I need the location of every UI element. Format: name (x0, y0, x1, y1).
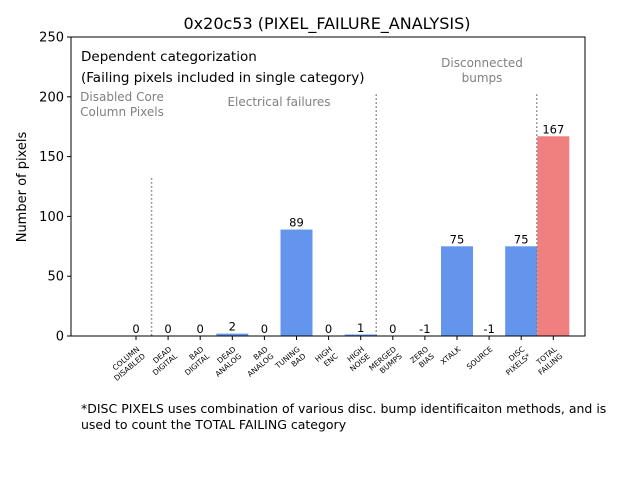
value-label: 0 (261, 322, 268, 336)
bar-high-noise (344, 334, 377, 336)
y-tick-label: 250 (39, 31, 64, 46)
y-tick-label: 150 (39, 150, 64, 165)
value-label: 89 (289, 216, 304, 230)
x-tick-label: BADDIGITAL (177, 344, 212, 377)
y-axis-ticks: 0 50 100 150 200 250 (39, 31, 71, 345)
x-tick-label: TUNINGBAD (273, 345, 308, 378)
x-tick-label-line: XTALK (439, 344, 463, 367)
chart-title: 0x20c53 (PIXEL_FAILURE_ANALYSIS) (184, 14, 471, 34)
annotation-line-2: (Failing pixels included in single categ… (81, 70, 365, 86)
group-label-line: Disconnected (441, 56, 523, 70)
x-tick-label: HIGHNOISE (342, 344, 372, 373)
y-tick-label: 0 (56, 330, 64, 345)
footnote: *DISC PIXELS uses combination of various… (81, 401, 607, 432)
x-axis-ticks: COLUMNDISABLED DEADDIGITAL BADDIGITAL DEADA… (106, 336, 565, 383)
x-tick-label: MERGEDBUMPS (367, 344, 404, 379)
value-label: 0 (197, 322, 204, 336)
x-tick-label: DISCPIXELS* (498, 344, 532, 377)
bar-dead-analog (216, 333, 249, 336)
x-tick-label-line: SOURCE (465, 344, 495, 371)
plot-frame (70, 36, 586, 337)
value-label: 0 (325, 322, 332, 336)
separators-group (150, 94, 538, 336)
value-label: 75 (450, 232, 465, 246)
group-label: Disconnected bumps (441, 56, 523, 85)
group-labels: Disabled Core Column Pixels Electrical fai… (80, 56, 523, 119)
bar-disc-pixels (505, 246, 538, 336)
group-label: Electrical failures (227, 95, 330, 109)
bar-tuning-bad (280, 229, 313, 336)
value-label: 1 (357, 321, 364, 335)
value-label: 0 (164, 322, 171, 336)
x-tick-label: HIGHENC (313, 345, 339, 371)
value-label: 2 (229, 320, 236, 334)
group-label-line: Electrical failures (227, 95, 330, 109)
x-tick-label: DEADANALOG (208, 344, 244, 378)
group-label-line: Disabled Core (80, 90, 164, 104)
group-label-line: Column Pixels (80, 105, 164, 119)
bar-total-failing (537, 136, 570, 336)
y-tick-label: 200 (39, 90, 64, 105)
x-tick-label: BADANALOG (240, 345, 276, 379)
value-label: 167 (542, 122, 564, 136)
y-axis-label: Number of pixels (15, 131, 30, 242)
x-tick-label: ZEROBIAS (408, 344, 436, 371)
x-tick-label: SOURCE (465, 344, 495, 371)
group-label: Disabled Core Column Pixels (80, 90, 164, 119)
y-tick-label: 50 (47, 270, 64, 285)
value-label: 75 (514, 232, 529, 246)
value-label: -1 (419, 322, 430, 336)
value-label: 0 (132, 322, 139, 336)
bars-group (216, 136, 570, 336)
x-tick-label: COLUMNDISABLED (106, 344, 147, 382)
value-label: 0 (389, 322, 396, 336)
y-tick-label: 100 (39, 210, 64, 225)
x-tick-label: DEADDIGITAL (145, 344, 180, 377)
x-tick-label: TOTALFAILING (531, 344, 565, 377)
annotation-line-1: Dependent categorization (81, 49, 257, 65)
x-tick-label: XTALK (439, 344, 463, 367)
group-label-line: bumps (462, 71, 503, 85)
value-label: -1 (483, 322, 494, 336)
bar-xtalk (441, 246, 473, 336)
value-labels-group: 0 0 0 2 0 89 0 1 0 -1 75 -1 75 167 (132, 122, 564, 336)
